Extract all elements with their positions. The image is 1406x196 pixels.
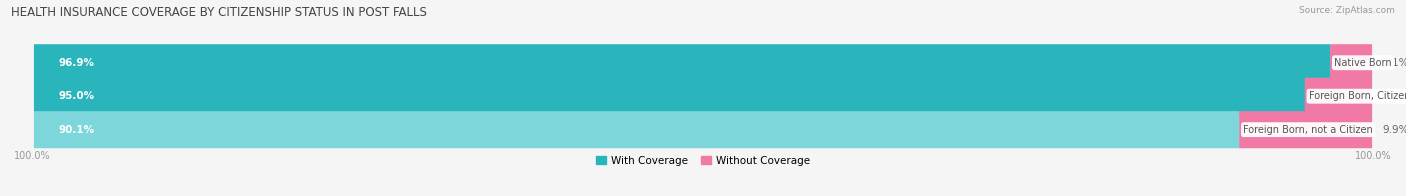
Text: 100.0%: 100.0% — [14, 151, 51, 161]
Text: Native Born: Native Born — [1334, 58, 1392, 68]
FancyBboxPatch shape — [34, 44, 1330, 81]
Text: Foreign Born, Citizen: Foreign Born, Citizen — [1309, 91, 1406, 101]
FancyBboxPatch shape — [1330, 44, 1372, 81]
Text: 90.1%: 90.1% — [58, 125, 94, 135]
FancyBboxPatch shape — [34, 111, 1240, 148]
FancyBboxPatch shape — [34, 78, 1372, 115]
Text: HEALTH INSURANCE COVERAGE BY CITIZENSHIP STATUS IN POST FALLS: HEALTH INSURANCE COVERAGE BY CITIZENSHIP… — [11, 6, 427, 19]
Text: 5.0%: 5.0% — [1382, 91, 1406, 101]
FancyBboxPatch shape — [1305, 78, 1372, 115]
Text: 100.0%: 100.0% — [1355, 151, 1392, 161]
FancyBboxPatch shape — [34, 44, 1372, 81]
Text: 95.0%: 95.0% — [58, 91, 94, 101]
Text: 3.1%: 3.1% — [1382, 58, 1406, 68]
FancyBboxPatch shape — [1239, 111, 1372, 148]
Text: 96.9%: 96.9% — [58, 58, 94, 68]
Text: 9.9%: 9.9% — [1382, 125, 1406, 135]
Text: Source: ZipAtlas.com: Source: ZipAtlas.com — [1299, 6, 1395, 15]
FancyBboxPatch shape — [34, 111, 1372, 148]
FancyBboxPatch shape — [34, 78, 1305, 115]
Text: Foreign Born, not a Citizen: Foreign Born, not a Citizen — [1243, 125, 1374, 135]
Legend: With Coverage, Without Coverage: With Coverage, Without Coverage — [596, 156, 810, 166]
